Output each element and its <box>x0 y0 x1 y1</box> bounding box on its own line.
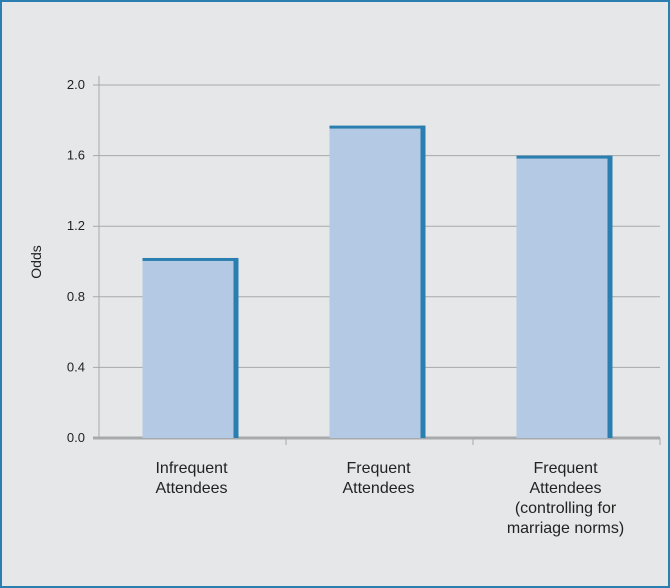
bar <box>329 125 426 438</box>
x-category-label-line: (controlling for <box>515 500 617 517</box>
bar-face <box>142 260 234 438</box>
y-axis-title: Odds <box>28 245 44 278</box>
x-category-label-line: Frequent <box>346 460 411 477</box>
y-tick-label: 2.0 <box>67 77 85 92</box>
x-category-label: Infrequent Attendees <box>155 460 228 497</box>
y-tick-label: 1.6 <box>67 148 85 163</box>
bar-right-edge <box>607 155 613 438</box>
x-category-label-line: Frequent <box>533 460 598 477</box>
x-category-label: Frequent Attendees (controlling for marriag… <box>507 460 624 537</box>
bar <box>516 155 613 438</box>
bar-face <box>329 128 421 438</box>
bar-top-edge <box>516 155 612 159</box>
x-category-label: Frequent Attendees <box>342 460 414 497</box>
bar-right-edge <box>420 125 426 438</box>
y-tick-label: 0.8 <box>67 289 85 304</box>
x-category-label-line: Attendees <box>155 480 227 497</box>
y-tick-label: 1.2 <box>67 218 85 233</box>
x-category-label-line: Attendees <box>529 480 601 497</box>
bar <box>142 257 239 438</box>
y-axis-ticks: 0.0 0.4 0.8 1.2 1.6 2.0 <box>67 77 85 445</box>
x-category-label-line: marriage norms) <box>507 520 624 537</box>
y-tick-label: 0.4 <box>67 359 85 374</box>
y-tick-label: 0.0 <box>67 430 85 445</box>
bar-right-edge <box>233 257 239 438</box>
bar-top-edge <box>142 257 238 261</box>
x-category-label-line: Attendees <box>342 480 414 497</box>
bars <box>142 125 613 438</box>
x-category-label-line: Infrequent <box>155 460 228 477</box>
bar-top-edge <box>329 125 425 129</box>
bar-face <box>516 158 608 438</box>
